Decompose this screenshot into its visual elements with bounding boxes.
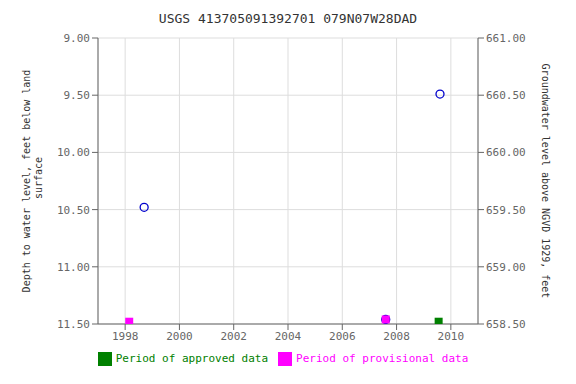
- svg-text:658.50: 658.50: [486, 318, 526, 331]
- html-text:USGS 413705091392701 079N07W28: USGS 413705091392701 079N07W28DAD: [158, 11, 418, 26]
- svg-text:1998: 1998: [112, 330, 139, 343]
- svg-text:Groundwater level above NGVD 1: Groundwater level above NGVD 1929, feet: [541, 64, 552, 299]
- svg-text:2000: 2000: [166, 330, 193, 343]
- svg-text:661.00: 661.00: [486, 32, 526, 45]
- svg-text:11.50: 11.50: [57, 318, 90, 331]
- html-text:Period of provisional data: Period of provisional data: [296, 352, 469, 365]
- svg-text:11.00: 11.00: [57, 261, 90, 274]
- svg-text:10.00: 10.00: [57, 146, 90, 159]
- svg-text:660.50: 660.50: [486, 89, 526, 102]
- svg-text:10.50: 10.50: [57, 204, 90, 217]
- svg-text:2004: 2004: [275, 330, 302, 343]
- svg-text:9.50: 9.50: [64, 89, 91, 102]
- svg-text:2002: 2002: [220, 330, 247, 343]
- html-text:Period of approved data: Period of approved data: [115, 352, 269, 365]
- svg-text:659.50: 659.50: [486, 204, 526, 217]
- svg-text:660.00: 660.00: [486, 146, 526, 159]
- svg-text:9.00: 9.00: [64, 32, 91, 45]
- svg-text:2006: 2006: [329, 330, 356, 343]
- svg-text:659.00: 659.00: [486, 261, 526, 274]
- svg-text:2008: 2008: [383, 330, 410, 343]
- svg-text:Depth to water level, feet bel: Depth to water level, feet below land su…: [21, 70, 44, 293]
- svg-text:2010: 2010: [438, 330, 465, 343]
